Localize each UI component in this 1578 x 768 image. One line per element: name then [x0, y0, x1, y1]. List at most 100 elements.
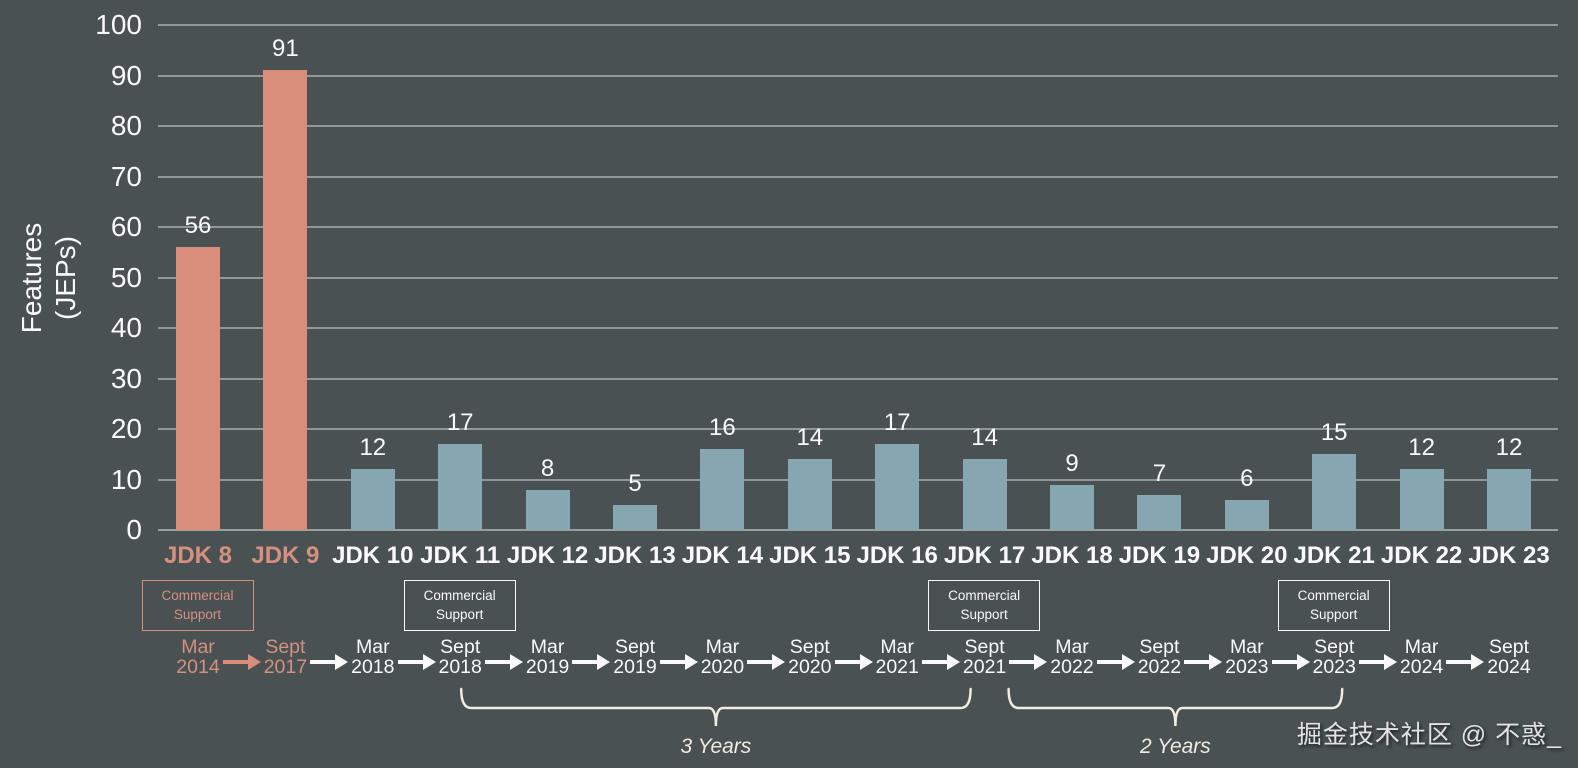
release-date-year: 2021	[962, 656, 1007, 678]
arrow-icon	[1446, 654, 1485, 670]
release-date-month: Sept	[964, 636, 1005, 658]
y-tick-label-90: 90	[110, 59, 142, 91]
release-date-year: 2020	[700, 656, 745, 678]
category-label-jdk-14: JDK 14	[681, 542, 764, 569]
arrow-tail	[1358, 660, 1385, 664]
arrow-head	[597, 654, 611, 670]
category-label-jdk-17: JDK 17	[943, 542, 1026, 569]
brace	[1007, 687, 1344, 727]
arrow-tail	[921, 660, 948, 664]
release-date-month: Sept	[614, 636, 656, 658]
release-date: Sept 2021	[940, 637, 1030, 677]
bar-value-label: 12	[1495, 434, 1523, 462]
arrow-icon	[310, 654, 349, 670]
bar-jdk-20	[1224, 499, 1269, 530]
arrow-head	[509, 654, 523, 670]
gridline-100	[158, 24, 1558, 26]
arrow-head	[1209, 654, 1223, 670]
release-date: Mar 2020	[677, 637, 767, 677]
release-date-year: 2022	[1137, 656, 1182, 678]
release-date-month: Mar	[705, 636, 740, 658]
release-date: Sept 2024	[1464, 637, 1554, 677]
release-date-year: 2017	[263, 656, 308, 678]
category-label-jdk-15: JDK 15	[769, 542, 851, 569]
arrow-head	[946, 654, 960, 670]
watermark: 掘金技术社区 @ 不惑_	[1296, 721, 1562, 749]
bar-jdk-8	[176, 247, 220, 530]
y-tick-label-50: 50	[110, 261, 142, 293]
release-date-year: 2018	[438, 656, 482, 678]
arrow-icon	[1009, 654, 1048, 670]
commercial-support-box: Commercial Support	[141, 580, 254, 631]
gridline-50	[158, 276, 1558, 279]
duration-label: 3 Years	[680, 735, 752, 758]
category-label-jdk-13: JDK 13	[594, 542, 676, 569]
bar-jdk-9	[263, 70, 308, 530]
release-date-month: Mar	[1404, 636, 1439, 658]
category-label-jdk-21: JDK 21	[1293, 542, 1375, 569]
commercial-support-line2: Support	[1310, 607, 1358, 622]
gridline-10	[158, 478, 1558, 481]
arrow-head	[1296, 654, 1310, 670]
commercial-support-box: Commercial Support	[1277, 580, 1390, 631]
category-label-jdk-10: JDK 10	[332, 542, 414, 569]
bar-jdk-19	[1137, 494, 1182, 530]
y-tick-label-60: 60	[110, 211, 142, 242]
arrow-tail	[397, 660, 424, 664]
category-label-jdk-16: JDK 16	[856, 542, 938, 569]
arrow-icon	[1358, 654, 1397, 670]
gridline-70	[158, 175, 1558, 178]
release-date: Sept 2023	[1289, 637, 1379, 677]
arrow-tail	[1009, 660, 1036, 664]
release-date: Mar 2023	[1202, 637, 1292, 677]
bar-jdk-10	[350, 469, 395, 530]
category-label-jdk-11: JDK 11	[420, 542, 501, 569]
arrow-head	[335, 654, 349, 670]
bar-jdk-17	[962, 459, 1007, 530]
gridline-90	[158, 74, 1558, 77]
release-date-month: Mar	[181, 636, 215, 658]
bar-value-label: 12	[359, 434, 387, 462]
commercial-support-line2: Support	[436, 607, 484, 622]
bar-value-label: 17	[883, 409, 911, 437]
bar-value-label: 6	[1240, 464, 1254, 492]
bar-value-label: 7	[1152, 459, 1167, 487]
bar-jdk-23	[1487, 469, 1531, 530]
arrow-head	[772, 654, 786, 670]
bar-value-label: 8	[540, 454, 555, 482]
arrow-tail	[1096, 660, 1123, 664]
category-label-jdk-8: JDK 8	[163, 542, 233, 569]
bar-jdk-22	[1399, 469, 1444, 530]
bar-value-label: 15	[1320, 419, 1348, 447]
arrow-tail	[834, 660, 861, 664]
release-date-year: 2023	[1225, 656, 1269, 678]
bar-value-label: 14	[971, 424, 998, 452]
release-date-year: 2024	[1487, 656, 1531, 678]
release-date: Mar 2024	[1377, 637, 1467, 677]
release-date: Mar 2018	[328, 637, 418, 677]
release-date-year: 2023	[1312, 656, 1356, 678]
arrow-tail	[1184, 660, 1211, 664]
bar-jdk-13	[613, 504, 657, 530]
bar-jdk-11	[438, 444, 483, 530]
y-tick-label-20: 20	[110, 413, 142, 444]
gridline-30	[158, 377, 1558, 380]
brace	[459, 687, 972, 727]
release-date: Mar 2021	[852, 637, 942, 677]
arrow-icon	[222, 654, 261, 670]
release-date-year: 2018	[351, 656, 395, 678]
release-date-month: Sept	[265, 636, 306, 658]
arrow-icon	[397, 654, 436, 670]
arrow-head	[1471, 654, 1485, 670]
release-date: Mar 2022	[1027, 637, 1117, 677]
bar-value-label: 17	[446, 409, 474, 437]
commercial-support-line1: Commercial	[948, 588, 1021, 603]
release-date-month: Mar	[880, 636, 914, 658]
release-date-month: Mar	[1055, 636, 1089, 658]
commercial-support-line2: Support	[173, 607, 222, 622]
arrow-head	[1034, 654, 1048, 670]
arrow-icon	[1096, 654, 1135, 670]
release-date: Mar 2019	[503, 637, 593, 677]
arrow-tail	[310, 660, 337, 664]
